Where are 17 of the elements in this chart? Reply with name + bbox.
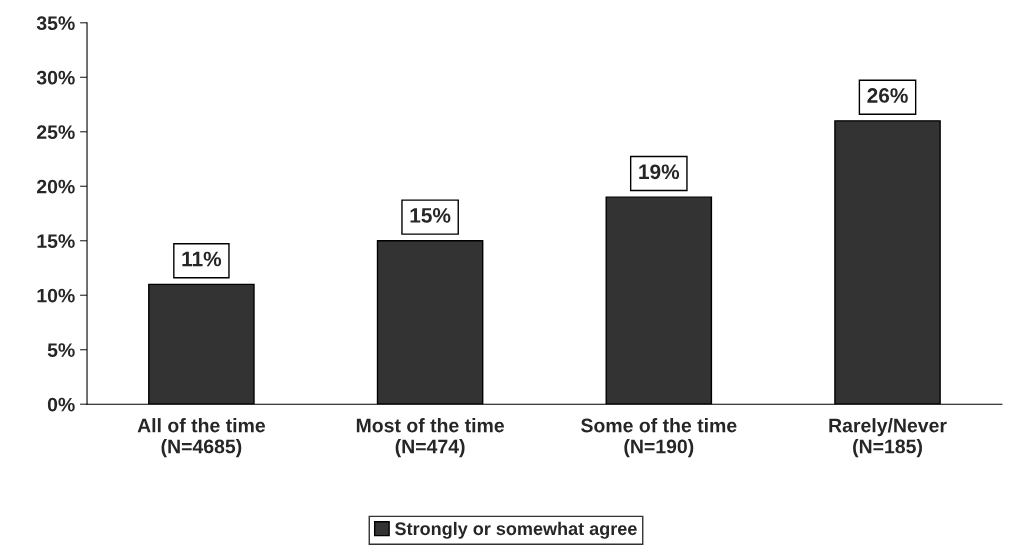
text: 19% bbox=[639, 164, 680, 180]
y-tick-label: 10% bbox=[37, 288, 75, 303]
text: 26% bbox=[867, 88, 908, 103]
y-tick-label: 5% bbox=[47, 343, 75, 357]
y-tick-label: 30% bbox=[36, 70, 75, 85]
y-tick-label: 20% bbox=[36, 179, 75, 194]
y-tick-label: 0% bbox=[47, 397, 75, 412]
x-tick-label: Most of the time (N=474) bbox=[356, 418, 504, 458]
legend-label: Strongly or somewhat agree bbox=[395, 521, 637, 539]
text: 11% bbox=[182, 251, 222, 267]
x-tick-label: All of the time (N=4685) bbox=[137, 418, 266, 458]
y-tick-label: 25% bbox=[36, 125, 75, 140]
x-tick-label: Some of the time (N=190) bbox=[581, 418, 737, 458]
y-tick-label: 15% bbox=[37, 234, 75, 248]
y-tick-label: 35% bbox=[36, 16, 75, 31]
x-tick-label: Rarely/Never (N=185) bbox=[829, 418, 947, 458]
text: 15% bbox=[410, 208, 451, 223]
